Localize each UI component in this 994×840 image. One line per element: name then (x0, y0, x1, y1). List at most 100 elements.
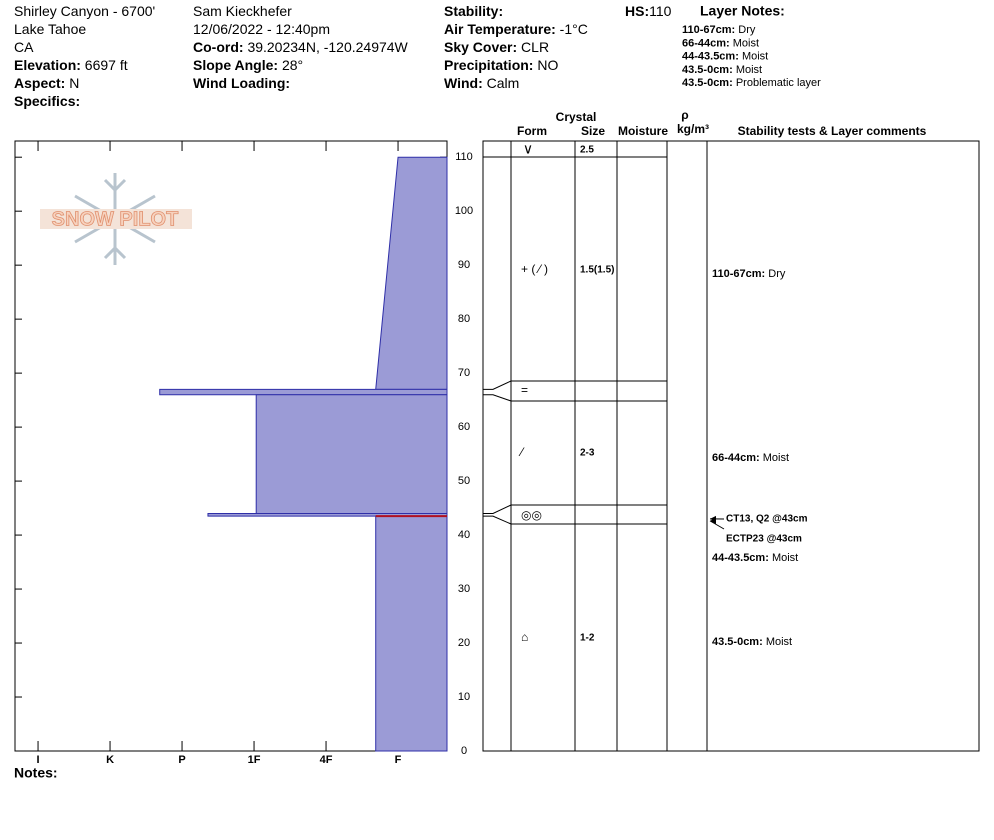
field-label: Air Temperature: (444, 21, 556, 37)
field-label: 44-43.5cm: (712, 552, 769, 564)
field-value: Dry (768, 268, 786, 280)
y-tick-label: 80 (458, 313, 470, 325)
crystal-form: = (521, 383, 528, 397)
hardness-bar (159, 388, 448, 396)
field-label: 43.5-0cm: (682, 77, 733, 89)
y-tick-label: 30 (458, 583, 470, 595)
layer-comment: 43.5-0cm: Moist (712, 636, 792, 648)
y-tick-label: 100 (455, 205, 473, 217)
field: 44-43.5cm: Moist (682, 51, 768, 63)
field-value: Lake Tahoe (14, 21, 86, 37)
field-value: Problematic layer (736, 77, 821, 89)
crystal-size: 2-3 (580, 448, 595, 459)
logo-text: SNOW PILOT (52, 208, 179, 230)
y-tick-label: 90 (458, 259, 470, 271)
field-value: 39.20234N, -120.24974W (247, 39, 408, 55)
field-label: Co-ord: (193, 39, 244, 55)
field-value: Moist (736, 64, 762, 76)
hardness-bar (255, 394, 448, 514)
field-value: CLR (521, 39, 549, 55)
test-arrowhead (710, 517, 716, 524)
field-value: Calm (487, 75, 520, 91)
y-tick-label: 70 (458, 367, 470, 379)
layer-connector (483, 515, 512, 525)
field-label: 44-43.5cm: (682, 51, 739, 63)
layer-comment: 44-43.5cm: Moist (712, 552, 798, 564)
test-arrow (709, 520, 725, 530)
field: Stability: (444, 3, 503, 19)
column-header: kg/m³ (677, 122, 709, 136)
layer-notes-title: Layer Notes: (700, 3, 785, 19)
field: Lake Tahoe (14, 21, 86, 37)
field-label: Sky Cover: (444, 39, 517, 55)
field: CA (14, 39, 34, 55)
y-tick-label: 40 (458, 529, 470, 541)
field: Wind: Calm (444, 75, 519, 91)
y-tick-label: 10 (458, 691, 470, 703)
layer-comment: 110-67cm: Dry (712, 268, 786, 280)
field: Sam Kieckhefer (193, 3, 292, 19)
crystal-form: ∨ (523, 141, 533, 157)
stability-test: CT13, Q2 @43cm (726, 514, 808, 525)
field-label: 110-67cm: (712, 268, 765, 280)
notes-label: Notes: (14, 765, 58, 781)
field-value: Shirley Canyon - 6700' (14, 3, 155, 19)
field-value: Moist (763, 452, 789, 464)
crystal-form: ⌂ (521, 630, 528, 644)
x-tick-label: 4F (320, 754, 333, 766)
field: 110-67cm: Dry (682, 24, 756, 36)
y-tick-label: 60 (458, 421, 470, 433)
table-frame (482, 140, 980, 752)
crystal-form: ◎◎ (521, 508, 542, 522)
field-label: 66-44cm: (712, 452, 760, 464)
column-header: Moisture (618, 124, 668, 138)
column-header: Stability tests & Layer comments (738, 124, 927, 138)
field: 66-44cm: Moist (682, 37, 759, 49)
field-label: 110-67cm: (682, 24, 735, 36)
x-tick-label: K (106, 754, 114, 766)
field: Slope Angle: 28° (193, 57, 303, 73)
field-value: -1°C (560, 21, 588, 37)
y-tick-label: 50 (458, 475, 470, 487)
field: Co-ord: 39.20234N, -120.24974W (193, 39, 409, 55)
field-value: 6697 ft (85, 57, 128, 73)
field-label: 43.5-0cm: (712, 636, 763, 648)
crystal-form: + ( ⁄ ) (521, 262, 548, 276)
crystal-form: ⁄ (518, 445, 525, 459)
field-value: Moist (742, 51, 768, 63)
column-header: ρ (681, 108, 688, 122)
x-tick-label: P (178, 754, 185, 766)
field-value: NO (537, 57, 558, 73)
field-value: Moist (733, 37, 759, 49)
stability-test: ECTP23 @43cm (726, 534, 802, 545)
crystal-size: 1.5(1.5) (580, 265, 614, 276)
field-label: Specifics: (14, 93, 80, 109)
logo (40, 173, 192, 265)
layer-comment: 66-44cm: Moist (712, 452, 789, 464)
field: Air Temperature: -1°C (444, 21, 588, 37)
x-tick-label: 1F (248, 754, 261, 766)
column-header: Form (517, 124, 547, 138)
field-value: Moist (772, 552, 798, 564)
field-value: Sam Kieckhefer (193, 3, 292, 19)
field: Specifics: (14, 93, 80, 109)
x-tick-label: F (395, 754, 402, 766)
field-label: Wind: (444, 75, 483, 91)
field-value: N (69, 75, 79, 91)
field-label: 43.5-0cm: (682, 64, 733, 76)
y-tick-label: 0 (461, 745, 467, 757)
hs: HS:110 (625, 3, 672, 19)
field: Wind Loading: (193, 75, 290, 91)
hardness-bar (375, 515, 448, 752)
field-value: 12/06/2022 - 12:40pm (193, 21, 330, 37)
field-label: 66-44cm: (682, 37, 730, 49)
column-header: Crystal (556, 110, 597, 124)
field-value: Dry (738, 24, 756, 36)
field: Precipitation: NO (444, 57, 558, 73)
hs-value: 110 (649, 3, 672, 19)
x-tick-label: I (37, 754, 40, 766)
field: 43.5-0cm: Moist (682, 64, 762, 76)
field: Shirley Canyon - 6700' (14, 3, 155, 19)
field: Aspect: N (14, 75, 79, 91)
